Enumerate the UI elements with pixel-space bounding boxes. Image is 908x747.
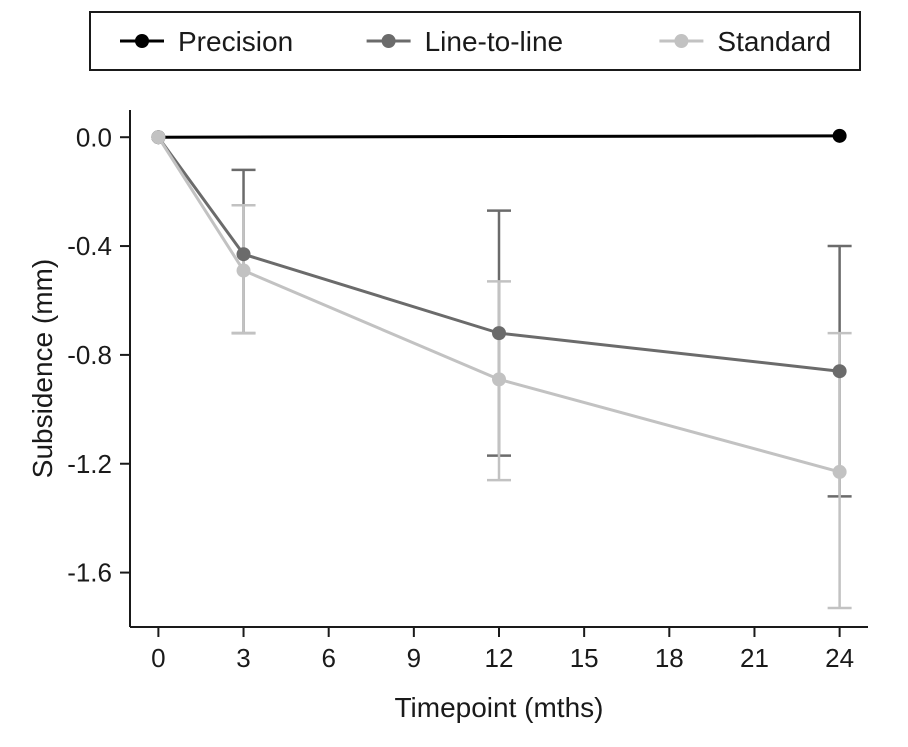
x-tick-label: 9	[407, 643, 421, 673]
legend-label: Precision	[178, 26, 293, 57]
series-marker-standard	[151, 130, 165, 144]
x-tick-label: 24	[825, 643, 854, 673]
y-axis-title: Subsidence (mm)	[27, 259, 58, 478]
y-tick-label: -0.4	[67, 231, 112, 261]
y-tick-label: -1.6	[67, 558, 112, 588]
series-marker-line_to_line	[833, 364, 847, 378]
chart-svg: 0 3 6 9 12 15 18 21 24 0.0 -0.4 -0.8 -1.2 -1.6 Timepoi…	[0, 0, 908, 747]
series-marker-standard	[833, 465, 847, 479]
legend-label: Line-to-line	[425, 26, 564, 57]
x-tick-label: 12	[485, 643, 514, 673]
y-tick-label: -0.8	[67, 340, 112, 370]
x-tick-label: 6	[321, 643, 335, 673]
y-tick-label: 0.0	[76, 122, 112, 152]
series-marker-standard	[492, 372, 506, 386]
legend-label: Standard	[717, 26, 831, 57]
x-tick-label: 15	[570, 643, 599, 673]
x-tick-label: 21	[740, 643, 769, 673]
legend-marker-icon	[382, 34, 396, 48]
chart-background	[0, 0, 908, 747]
x-axis-title: Timepoint (mths)	[394, 692, 603, 723]
x-tick-label: 0	[151, 643, 165, 673]
x-tick-label: 18	[655, 643, 684, 673]
legend-marker-icon	[135, 34, 149, 48]
series-marker-line_to_line	[237, 247, 251, 261]
series-marker-standard	[237, 264, 251, 278]
series-line-precision	[158, 136, 839, 137]
x-tick-label: 3	[236, 643, 250, 673]
series-marker-line_to_line	[492, 326, 506, 340]
series-marker-precision	[833, 129, 847, 143]
y-tick-label: -1.2	[67, 449, 112, 479]
chart-container: 0 3 6 9 12 15 18 21 24 0.0 -0.4 -0.8 -1.2 -1.6 Timepoi…	[0, 0, 908, 747]
legend-marker-icon	[674, 34, 688, 48]
